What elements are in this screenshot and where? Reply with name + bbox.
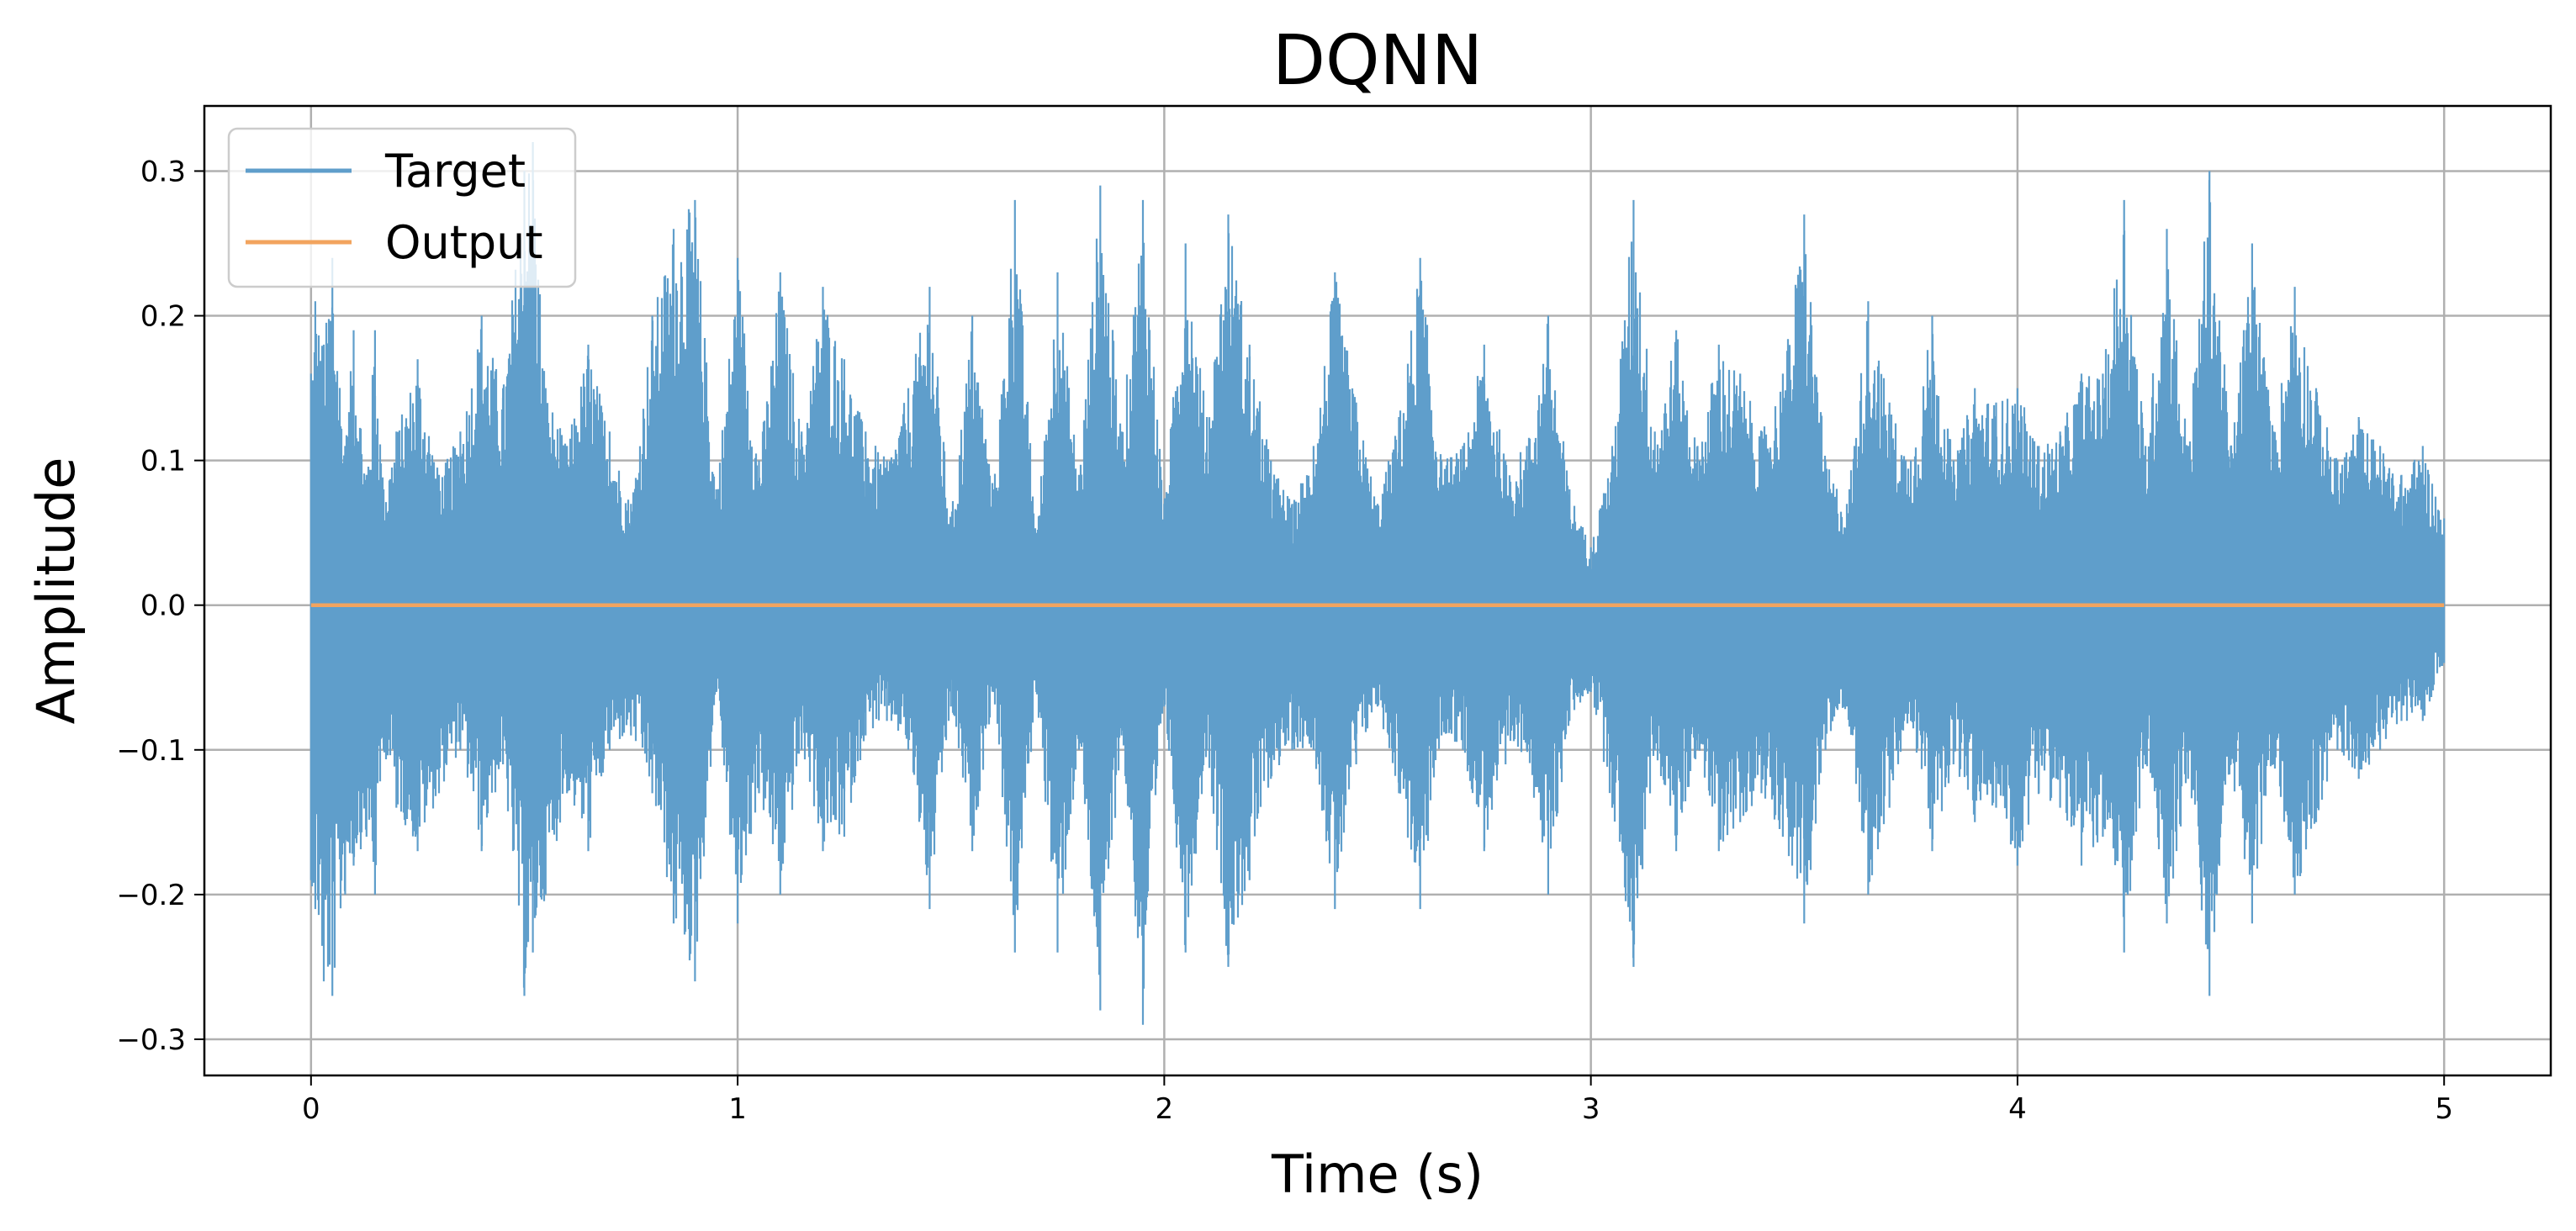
legend-box	[227, 127, 577, 288]
x-tick-label: 0	[302, 1092, 320, 1126]
legend-label-output: Output	[385, 216, 543, 269]
y-tick-label: 0.0	[140, 589, 186, 623]
x-axis-label: Time (s)	[1271, 1144, 1484, 1205]
x-tick-label: 4	[2008, 1092, 2027, 1126]
ticks: 0 1 2 3 4 5 0.3 0.2 0.1 0.0 −0.1 −0.2 −0.3	[116, 155, 2453, 1126]
y-tick-label: 0.3	[140, 155, 186, 188]
legend: Target Output	[227, 127, 577, 288]
x-tick-label: 2	[1156, 1092, 1174, 1126]
y-tick-label: −0.2	[116, 879, 186, 912]
chart-title: DQNN	[1272, 21, 1483, 101]
y-tick-label: −0.1	[116, 734, 186, 768]
axes-frame	[203, 104, 2552, 1077]
x-tick-label: 3	[1582, 1092, 1600, 1126]
x-tick-label: 5	[2435, 1092, 2453, 1126]
y-tick-label: −0.3	[116, 1023, 186, 1057]
y-tick-label: 0.2	[140, 300, 186, 334]
legend-label-target: Target	[384, 145, 526, 198]
y-tick-label: 0.1	[140, 445, 186, 478]
y-axis-label: Amplitude	[25, 457, 87, 725]
plot-area	[309, 142, 2446, 1025]
x-tick-label: 1	[728, 1092, 747, 1126]
